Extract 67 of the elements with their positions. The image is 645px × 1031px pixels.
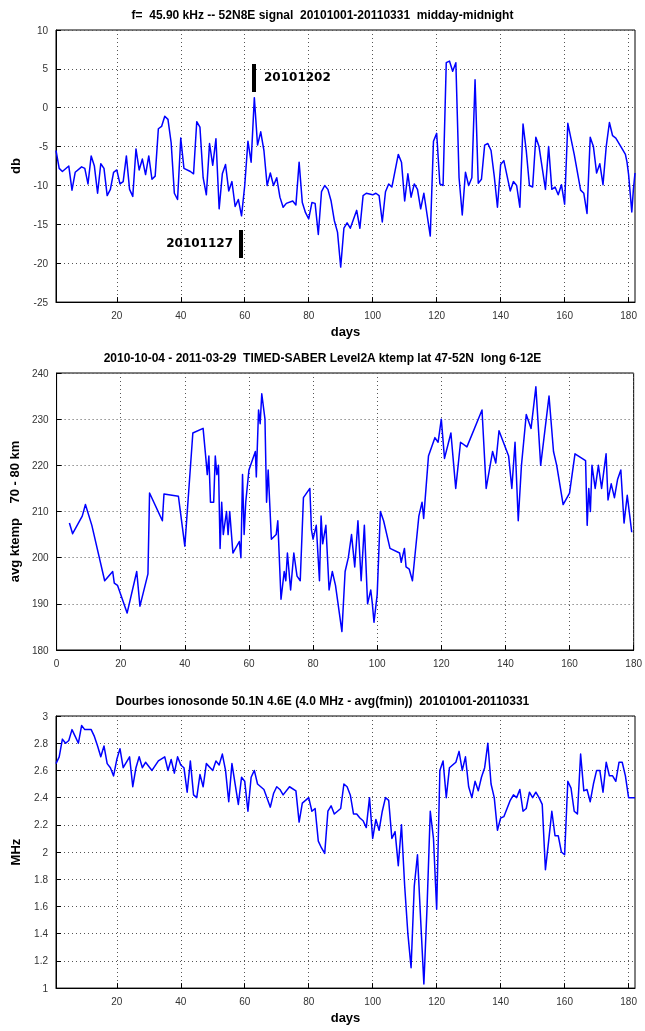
x-tick-label: 80 xyxy=(303,995,315,1007)
x-tick-label: 20 xyxy=(111,995,123,1007)
x-tick-label: 160 xyxy=(556,995,574,1007)
y-tick-label: 10 xyxy=(36,24,49,36)
x-tick-label: 20 xyxy=(115,657,127,669)
x-tick-label: 20 xyxy=(111,309,123,321)
x-tick-label: 140 xyxy=(492,309,510,321)
x-tick-label: 160 xyxy=(556,309,574,321)
y-tick-label: 1.6 xyxy=(34,900,49,912)
x-tick-label: 120 xyxy=(428,309,446,321)
chart-title: 2010-10-04 - 2011-03-29 TIMED-SABER Level2A ktemp lat 47-52N long 6-12E xyxy=(103,351,542,365)
y-tick-label: 1 xyxy=(42,982,49,994)
x-tick-label: 0 xyxy=(53,657,60,669)
annotation: 20101127 xyxy=(166,236,233,250)
y-tick-label: -20 xyxy=(33,257,49,269)
x-tick-label: 80 xyxy=(303,309,315,321)
x-tick-label: 120 xyxy=(428,995,446,1007)
x-axis-title: days xyxy=(330,1010,361,1025)
y-tick-label: 240 xyxy=(31,367,50,379)
y-tick-label: 0 xyxy=(42,102,49,114)
x-tick-label: 180 xyxy=(620,309,638,321)
y-tick-label: 2.6 xyxy=(34,764,49,776)
x-tick-label: 100 xyxy=(368,657,386,669)
annotation: 20101202 xyxy=(264,70,331,84)
x-axis-title: days xyxy=(330,324,361,339)
y-tick-label: -5 xyxy=(39,141,49,153)
y-tick-label: 1.8 xyxy=(34,873,49,885)
x-tick-label: 100 xyxy=(364,995,382,1007)
y-tick-label: -25 xyxy=(33,296,49,308)
y-tick-label: 3 xyxy=(42,710,49,722)
y-tick-label: 2 xyxy=(42,846,49,858)
y-tick-label: 2.8 xyxy=(34,737,49,749)
y-tick-label: 210 xyxy=(31,506,50,517)
y-tick-label: 2.4 xyxy=(34,792,49,804)
y-tick-label: 5 xyxy=(42,63,49,75)
y-tick-label: -15 xyxy=(33,218,49,230)
y-tick-label: 220 xyxy=(31,459,50,471)
x-tick-label: 60 xyxy=(239,995,251,1007)
chart-title: Dourbes ionosonde 50.1N 4.6E (4.0 MHz - avg(fmin)) 20101001-20110331 xyxy=(115,694,530,708)
y-tick-label: 1.4 xyxy=(34,928,49,940)
x-tick-label: 60 xyxy=(239,309,251,321)
y-tick-label: 1.2 xyxy=(34,955,49,967)
x-tick-label: 140 xyxy=(497,657,515,669)
y-axis-title: avg ktemp 70 - 80 km xyxy=(7,440,22,583)
x-tick-label: 140 xyxy=(492,995,510,1007)
y-tick-label: 180 xyxy=(31,644,50,656)
line-series xyxy=(68,386,633,633)
x-tick-label: 40 xyxy=(175,309,187,321)
line-series xyxy=(55,60,636,268)
y-tick-label: 230 xyxy=(31,413,50,425)
y-tick-label: 190 xyxy=(31,598,50,610)
x-tick-label: 180 xyxy=(625,657,643,669)
x-tick-label: 80 xyxy=(307,657,320,669)
x-tick-label: 180 xyxy=(620,995,638,1007)
y-axis-title: MHz xyxy=(8,838,23,866)
y-tick-label: 200 xyxy=(31,552,50,564)
x-tick-label: 40 xyxy=(179,657,191,669)
y-tick-label: 2.2 xyxy=(34,819,49,831)
y-axis-title: db xyxy=(8,158,23,174)
x-tick-label: 100 xyxy=(364,309,382,321)
line-series xyxy=(55,724,636,985)
x-tick-label: 40 xyxy=(175,995,187,1007)
x-tick-label: 120 xyxy=(432,657,451,669)
y-tick-label: -10 xyxy=(33,179,49,191)
x-tick-label: 160 xyxy=(561,657,579,669)
x-tick-label: 60 xyxy=(243,657,255,669)
chart-title: f= 45.90 kHz -- 52N8E signal 20101001-20110331 midday-midnight xyxy=(131,8,514,22)
